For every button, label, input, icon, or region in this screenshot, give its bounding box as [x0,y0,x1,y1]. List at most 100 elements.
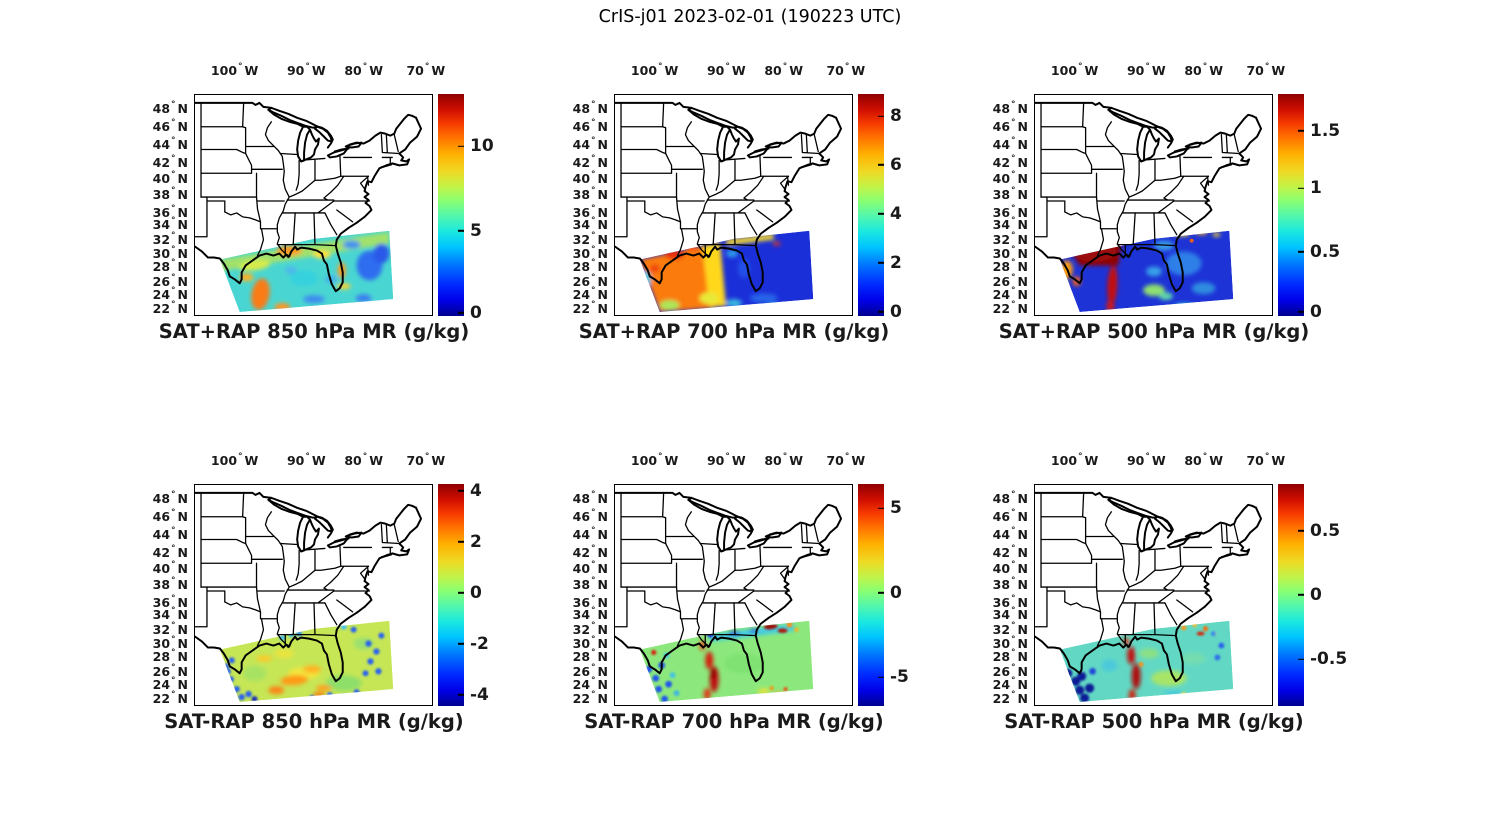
lon-tick-label: 80° W [1184,62,1224,78]
degree-symbol: ° [362,62,368,72]
lat-tick-label: 28° N [572,648,608,665]
lat-tick-label: 26° N [992,272,1028,289]
colorbar-tickmark [1298,250,1304,253]
lat-tick-label: 38° N [992,575,1028,592]
degree-symbol: ° [171,690,176,700]
degree-symbol: ° [424,452,430,462]
lat-tick-label: 42° N [572,543,608,560]
degree-symbol: ° [1011,203,1016,214]
lat-tick-label: 36° N [992,203,1028,220]
degree-symbol: ° [591,575,596,586]
colorbar-tick-label: 0 [1310,585,1322,605]
lon-tick-label: 70° W [406,452,446,468]
colorbar-tick-label: 0.5 [1310,241,1341,262]
lat-tick-label: 44° N [572,525,608,542]
longitude-axis: 100° W 90° W 80° W 70° W [1034,60,1285,78]
lat-tick-label: 46° N [992,507,1028,524]
degree-symbol: ° [171,99,176,110]
colorbar-tick-label: -5 [890,667,909,688]
degree-symbol: ° [305,452,310,462]
lat-tick-label: 34° N [992,605,1028,622]
lat-tick-label: 40° N [152,559,188,576]
lat-tick-label: 42° N [992,153,1028,170]
degree-symbol: ° [1011,215,1016,226]
colorbar [438,94,464,316]
lat-tick-label: 24° N [152,285,188,302]
lat-tick-label: 38° N [572,185,608,202]
colorbar-tickmark [878,310,884,313]
degree-symbol: ° [171,300,176,310]
panel-title: SAT-RAP 850 hPa MR (g/kg) [164,710,464,733]
lat-tick-label: 42° N [152,153,188,170]
degree-symbol: ° [591,690,596,700]
lon-tick-label: 100° W [210,62,259,78]
degree-symbol: ° [1011,507,1016,518]
degree-symbol: ° [782,452,788,462]
lat-tick-label: 24° N [992,675,1028,692]
lat-tick-label: 38° N [152,185,188,202]
latitude-axis: 48° N 46° N 44° N 42° N 40° N 38° N 36° N 34° N 32° N 30° N… [956,484,1028,706]
lat-tick-label: 46° N [992,117,1028,134]
lon-tick-label: 70° W [406,62,446,78]
colorbar-tick-label: 10 [470,136,494,157]
degree-symbol: ° [844,452,850,462]
degree-symbol: ° [171,135,176,146]
colorbar [858,484,884,706]
degree-symbol: ° [171,185,176,196]
degree-symbol: ° [1011,117,1016,128]
degree-symbol: ° [171,244,176,255]
degree-symbol: ° [1011,135,1016,146]
longitude-axis: 100° W 90° W 80° W 70° W [614,450,865,468]
colorbar-tickmark [458,489,464,492]
degree-symbol: ° [171,605,176,616]
degree-symbol: ° [725,62,730,72]
lat-tick-label: 48° N [152,99,188,116]
degree-symbol: ° [591,203,596,214]
lat-tick-label: 42° N [152,543,188,560]
degree-symbol: ° [1011,300,1016,310]
map-500-analysis [1035,101,1263,313]
degree-symbol: ° [591,489,596,500]
colorbar-tick-label: 0 [470,302,482,323]
panel-title: SAT+RAP 850 hPa MR (g/kg) [158,320,470,343]
lon-tick-label: 70° W [1246,62,1286,78]
degree-symbol: ° [171,489,176,500]
colorbar-labels: 0 5 10 [470,94,532,323]
latitude-axis: 48° N 46° N 44° N 42° N 40° N 38° N 36° N 34° N 32° N 30° N… [536,484,608,706]
degree-symbol: ° [1011,185,1016,196]
colorbar-labels: -4 -2 0 2 4 [470,481,532,706]
lat-tick-label: 38° N [992,185,1028,202]
lat-tick-label: 36° N [992,593,1028,610]
lon-tick-label: 100° W [1050,452,1099,468]
degree-symbol: ° [1011,489,1016,500]
lat-tick-label: 46° N [572,507,608,524]
degree-symbol: ° [1011,690,1016,700]
lat-tick-label: 46° N [152,507,188,524]
colorbar-labels: -5 0 5 [890,484,952,706]
lon-tick-label: 100° W [210,452,259,468]
degree-symbol: ° [1011,675,1016,686]
map-700-difference [615,491,843,703]
degree-symbol: ° [1011,169,1016,180]
lat-tick-label: 42° N [572,153,608,170]
degree-symbol: ° [171,634,176,645]
colorbar-tick-label: 0 [890,582,902,603]
lat-tick-label: 32° N [152,230,188,247]
lon-tick-label: 80° W [764,62,804,78]
lat-tick-label: 26° N [152,662,188,679]
data-swath [1059,620,1234,703]
degree-symbol: ° [1011,272,1016,283]
degree-symbol: ° [1145,62,1150,72]
colorbar-tick-label: 0 [1310,301,1322,322]
colorbar-tickmark [458,643,464,645]
panel-sat-plus-rap-850: 100° W 90° W 80° W 70° W 48° N 46° N 44° N 42° N 40° N 38… [114,52,534,372]
colorbar-tickmark [1298,129,1304,132]
degree-symbol: ° [591,593,596,604]
colorbar-tickmark [458,229,464,232]
degree-symbol: ° [171,593,176,604]
panel-sat-minus-rap-850: 100° W 90° W 80° W 70° W 48° N 46° N 44° N 42° N 40° N 38… [114,442,534,762]
degree-symbol: ° [171,507,176,518]
colorbar-tickmark [1298,187,1304,190]
degree-symbol: ° [1011,662,1016,673]
colorbar-tick-label: 4 [890,203,902,224]
